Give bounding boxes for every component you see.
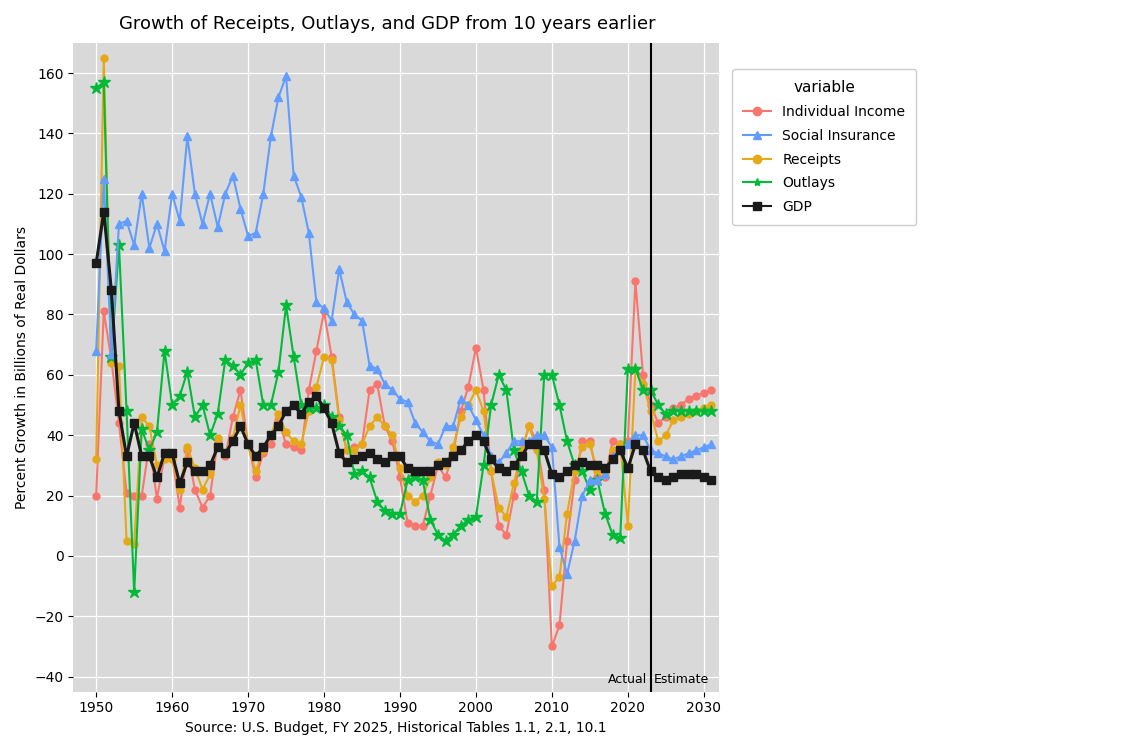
Social Insurance [90, 346, 104, 355]
Line: GDP: GDP [92, 208, 716, 488]
Outlays [249, 356, 262, 364]
Receipts [386, 430, 399, 439]
Social Insurance [560, 569, 574, 578]
Outlays [127, 588, 141, 597]
Social Insurance [234, 204, 248, 213]
Outlays [279, 301, 292, 310]
Receipts [546, 581, 559, 590]
Outlays [598, 509, 612, 518]
GDP [97, 208, 110, 217]
Receipts [598, 470, 612, 479]
Social Insurance [598, 470, 612, 479]
Individual Income [234, 386, 248, 394]
Line: Individual Income: Individual Income [92, 278, 714, 650]
GDP [583, 461, 596, 470]
Individual Income [90, 491, 104, 500]
Individual Income [256, 448, 270, 458]
Outlays [394, 509, 407, 518]
Social Insurance [256, 189, 270, 198]
Text: Actual: Actual [609, 673, 648, 686]
Text: Growth of Receipts, Outlays, and GDP from 10 years earlier: Growth of Receipts, Outlays, and GDP fro… [118, 15, 655, 33]
GDP [394, 452, 407, 460]
Receipts [704, 400, 718, 410]
Line: Receipts: Receipts [92, 55, 714, 590]
Receipts [97, 53, 110, 62]
Individual Income [576, 436, 590, 445]
Receipts [264, 430, 278, 439]
Individual Income [704, 386, 718, 394]
Outlays [90, 84, 104, 93]
GDP [704, 476, 718, 485]
Line: Outlays: Outlays [90, 76, 718, 598]
GDP [598, 464, 612, 473]
Outlays [97, 77, 110, 86]
Social Insurance [264, 132, 278, 141]
GDP [279, 406, 292, 416]
Social Insurance [386, 386, 399, 394]
GDP [272, 422, 286, 430]
Outlays [704, 406, 718, 416]
Individual Income [546, 642, 559, 651]
Legend: Individual Income, Social Insurance, Receipts, Outlays, GDP: Individual Income, Social Insurance, Rec… [732, 69, 917, 225]
Outlays [272, 368, 286, 376]
Receipts [242, 440, 255, 448]
Social Insurance [583, 476, 596, 485]
Receipts [583, 440, 596, 448]
Y-axis label: Percent Growth in Billions of Real Dollars: Percent Growth in Billions of Real Dolla… [15, 226, 29, 509]
Individual Income [629, 277, 642, 286]
Receipts [90, 454, 104, 464]
GDP [90, 259, 104, 268]
Social Insurance [704, 440, 718, 448]
X-axis label: Source: U.S. Budget, FY 2025, Historical Tables 1.1, 2.1, 10.1: Source: U.S. Budget, FY 2025, Historical… [186, 721, 608, 735]
GDP [249, 452, 262, 460]
Line: Social Insurance: Social Insurance [92, 72, 716, 578]
Receipts [272, 410, 286, 419]
Outlays [583, 485, 596, 494]
Individual Income [264, 440, 278, 448]
Individual Income [591, 473, 604, 482]
Text: Estimate: Estimate [654, 673, 709, 686]
Individual Income [378, 422, 391, 430]
Social Insurance [279, 71, 292, 80]
GDP [173, 479, 187, 488]
